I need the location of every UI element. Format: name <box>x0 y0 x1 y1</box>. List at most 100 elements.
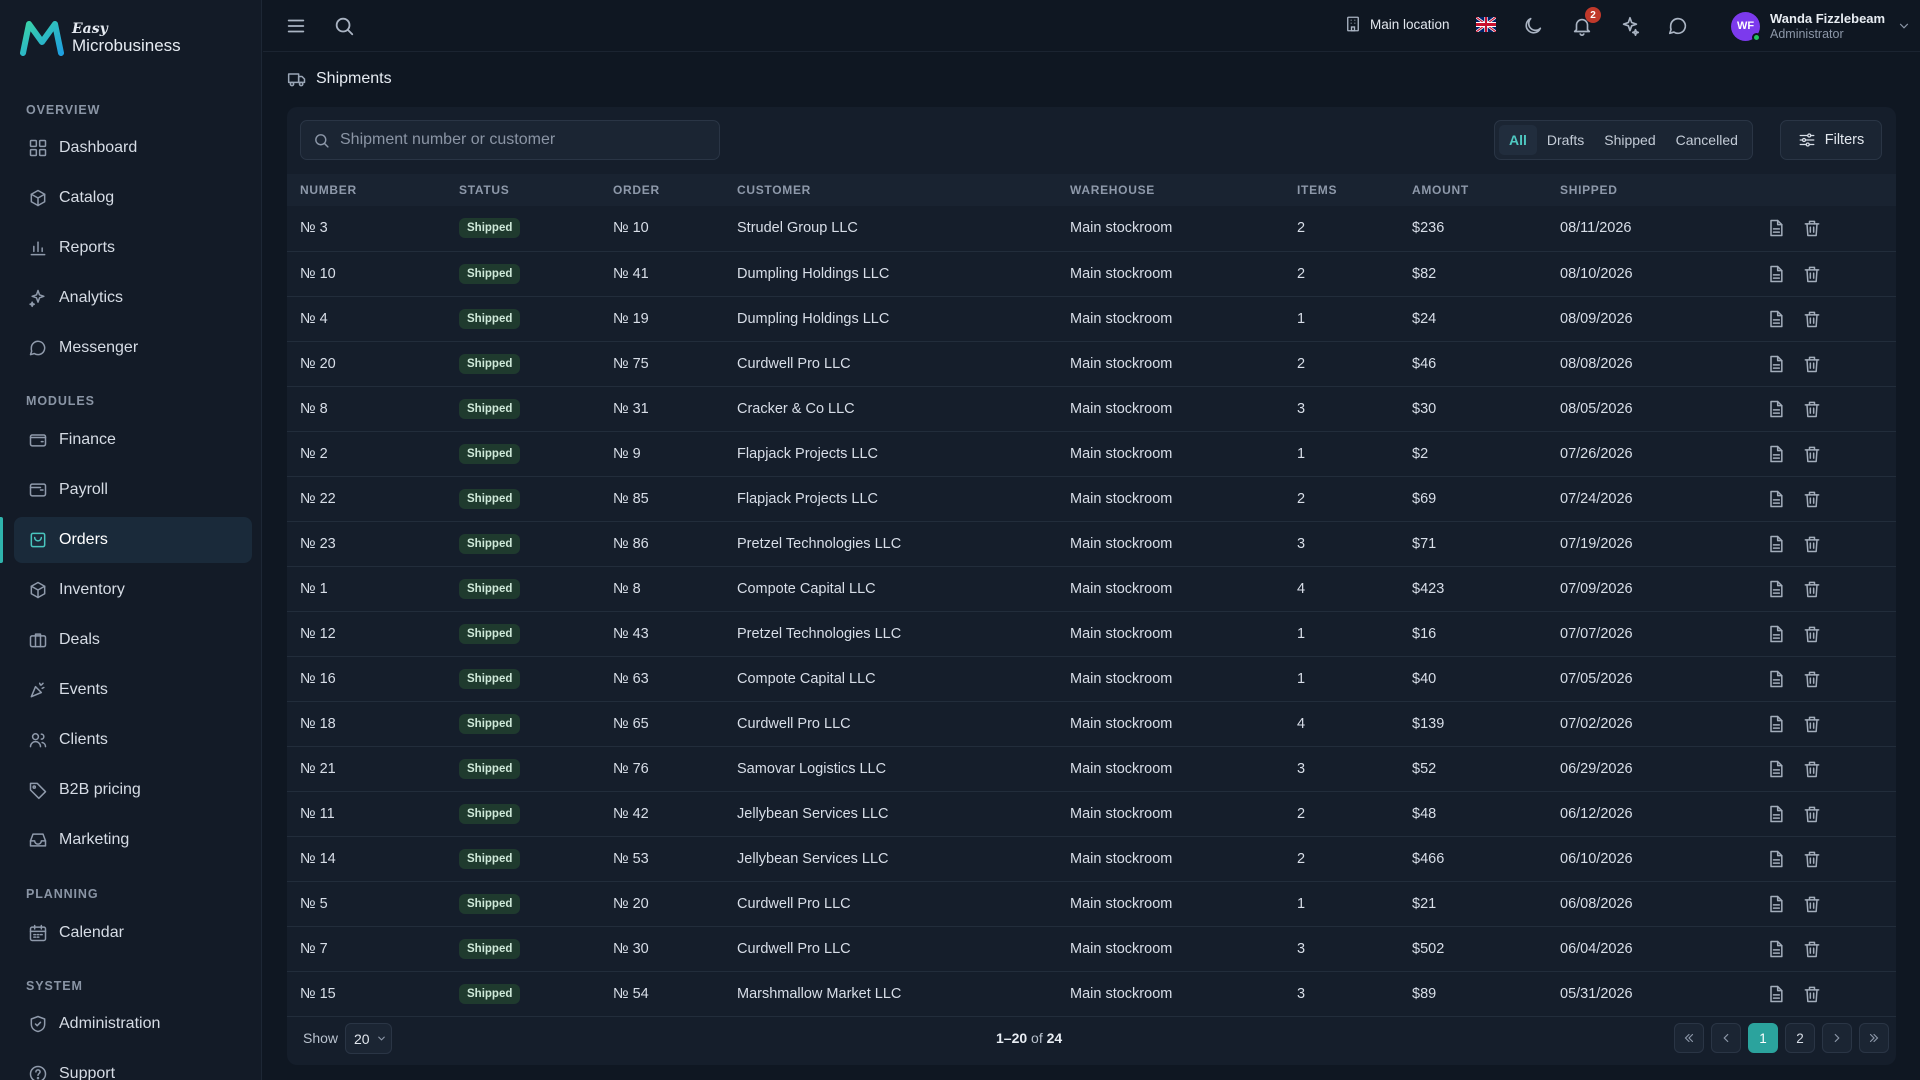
table-row[interactable]: № 8 Shipped № 31 Cracker & Co LLC Main stock… <box>287 386 1896 431</box>
cell-customer[interactable]: Pretzel Technologies LLC <box>737 625 902 642</box>
document-icon[interactable] <box>1766 489 1786 509</box>
document-icon[interactable] <box>1766 624 1786 644</box>
cell-order[interactable]: № 31 <box>613 400 649 417</box>
sidebar-item-payroll[interactable]: Payroll <box>14 467 252 513</box>
document-icon[interactable] <box>1766 309 1786 329</box>
last-page-button[interactable] <box>1859 1023 1889 1053</box>
column-header-amount[interactable]: AMOUNT <box>1412 183 1469 197</box>
sidebar-item-dashboard[interactable]: Dashboard <box>14 125 252 171</box>
document-icon[interactable] <box>1766 534 1786 554</box>
cell-number[interactable]: № 7 <box>300 940 328 957</box>
cell-order[interactable]: № 75 <box>613 355 649 372</box>
cell-number[interactable]: № 16 <box>300 670 336 687</box>
search-field[interactable] <box>300 120 720 160</box>
cell-order[interactable]: № 76 <box>613 760 649 777</box>
cell-order[interactable]: № 41 <box>613 265 649 282</box>
column-header-customer[interactable]: CUSTOMER <box>737 183 812 197</box>
cell-customer[interactable]: Marshmallow Market LLC <box>737 985 902 1002</box>
document-icon[interactable] <box>1766 444 1786 464</box>
document-icon[interactable] <box>1766 354 1786 374</box>
cell-number[interactable]: № 20 <box>300 355 336 372</box>
document-icon[interactable] <box>1766 849 1786 869</box>
document-icon[interactable] <box>1766 714 1786 734</box>
trash-icon[interactable] <box>1802 354 1822 374</box>
cell-customer[interactable]: Pretzel Technologies LLC <box>737 535 902 552</box>
table-row[interactable]: № 22 Shipped № 85 Flapjack Projects LLC Main… <box>287 476 1896 521</box>
theme-moon-icon[interactable] <box>1522 15 1544 37</box>
table-row[interactable]: № 12 Shipped № 43 Pretzel Technologies LLC M… <box>287 611 1896 656</box>
cell-order[interactable]: № 86 <box>613 535 649 552</box>
trash-icon[interactable] <box>1802 894 1822 914</box>
cell-customer[interactable]: Compote Capital LLC <box>737 670 876 687</box>
cell-customer[interactable]: Jellybean Services LLC <box>737 850 889 867</box>
trash-icon[interactable] <box>1802 264 1822 284</box>
sidebar-item-analytics[interactable]: Analytics <box>14 275 252 321</box>
column-header-order[interactable]: ORDER <box>613 183 660 197</box>
table-row[interactable]: № 3 Shipped № 10 Strudel Group LLC Main stoc… <box>287 206 1896 251</box>
cell-order[interactable]: № 54 <box>613 985 649 1002</box>
cell-number[interactable]: № 21 <box>300 760 336 777</box>
column-header-warehouse[interactable]: WAREHOUSE <box>1070 183 1155 197</box>
document-icon[interactable] <box>1766 939 1786 959</box>
tab-shipped[interactable]: Shipped <box>1604 132 1656 148</box>
cell-customer[interactable]: Compote Capital LLC <box>737 580 876 597</box>
trash-icon[interactable] <box>1802 489 1822 509</box>
trash-icon[interactable] <box>1802 759 1822 779</box>
cell-number[interactable]: № 11 <box>300 805 335 822</box>
cell-order[interactable]: № 63 <box>613 670 649 687</box>
cell-customer[interactable]: Flapjack Projects LLC <box>737 445 879 462</box>
cell-customer[interactable]: Curdwell Pro LLC <box>737 715 851 732</box>
bell-icon[interactable] <box>1571 15 1593 37</box>
cell-order[interactable]: № 20 <box>613 895 649 912</box>
table-row[interactable]: № 2 Shipped № 9 Flapjack Projects LLC Main s… <box>287 431 1896 476</box>
cell-order[interactable]: № 9 <box>613 445 641 462</box>
sidebar-item-inventory[interactable]: Inventory <box>14 567 252 613</box>
trash-icon[interactable] <box>1802 534 1822 554</box>
table-row[interactable]: № 11 Shipped № 42 Jellybean Services LLC Mai… <box>287 791 1896 836</box>
table-row[interactable]: № 1 Shipped № 8 Compote Capital LLC Main sto… <box>287 566 1896 611</box>
document-icon[interactable] <box>1766 759 1786 779</box>
cell-order[interactable]: № 30 <box>613 940 649 957</box>
cell-order[interactable]: № 8 <box>613 580 641 597</box>
cell-number[interactable]: № 12 <box>300 625 336 642</box>
cell-customer[interactable]: Strudel Group LLC <box>737 220 858 237</box>
sidebar-item-calendar[interactable]: Calendar <box>14 910 252 956</box>
table-row[interactable]: № 4 Shipped № 19 Dumpling Holdings LLC Main … <box>287 296 1896 341</box>
sidebar-item-support[interactable]: Support <box>14 1051 252 1080</box>
tab-cancelled[interactable]: Cancelled <box>1675 132 1738 148</box>
column-header-status[interactable]: STATUS <box>459 183 510 197</box>
document-icon[interactable] <box>1766 218 1786 238</box>
cell-customer[interactable]: Curdwell Pro LLC <box>737 355 851 372</box>
cell-customer[interactable]: Curdwell Pro LLC <box>737 895 851 912</box>
tab-drafts[interactable]: Drafts <box>1546 132 1585 148</box>
cell-customer[interactable]: Cracker & Co LLC <box>737 400 855 417</box>
cell-number[interactable]: № 10 <box>300 265 336 282</box>
cell-customer[interactable]: Dumpling Holdings LLC <box>737 310 890 327</box>
table-row[interactable]: № 21 Shipped № 76 Samovar Logistics LLC Main… <box>287 746 1896 791</box>
first-page-button[interactable] <box>1674 1023 1704 1053</box>
cell-order[interactable]: № 53 <box>613 850 649 867</box>
document-icon[interactable] <box>1766 894 1786 914</box>
sidebar-item-clients[interactable]: Clients <box>14 717 252 763</box>
trash-icon[interactable] <box>1802 984 1822 1004</box>
sidebar-item-marketing[interactable]: Marketing <box>14 817 252 863</box>
search-input[interactable] <box>340 131 700 149</box>
document-icon[interactable] <box>1766 984 1786 1004</box>
sparkle-icon[interactable] <box>1619 15 1641 37</box>
cell-number[interactable]: № 15 <box>300 985 336 1002</box>
chat-icon[interactable] <box>1667 15 1689 37</box>
page-size-select[interactable]: 20 <box>345 1023 392 1054</box>
sidebar-item-finance[interactable]: Finance <box>14 417 252 463</box>
sidebar-item-administration[interactable]: Administration <box>14 1001 252 1047</box>
cell-number[interactable]: № 1 <box>300 580 328 597</box>
page-1-button[interactable]: 1 <box>1748 1023 1778 1053</box>
filters-button[interactable]: Filters <box>1780 120 1882 160</box>
trash-icon[interactable] <box>1802 579 1822 599</box>
document-icon[interactable] <box>1766 804 1786 824</box>
cell-order[interactable]: № 10 <box>613 220 649 237</box>
sidebar-item-events[interactable]: Events <box>14 667 252 713</box>
trash-icon[interactable] <box>1802 444 1822 464</box>
column-header-items[interactable]: ITEMS <box>1297 183 1338 197</box>
document-icon[interactable] <box>1766 264 1786 284</box>
previous-page-button[interactable] <box>1711 1023 1741 1053</box>
